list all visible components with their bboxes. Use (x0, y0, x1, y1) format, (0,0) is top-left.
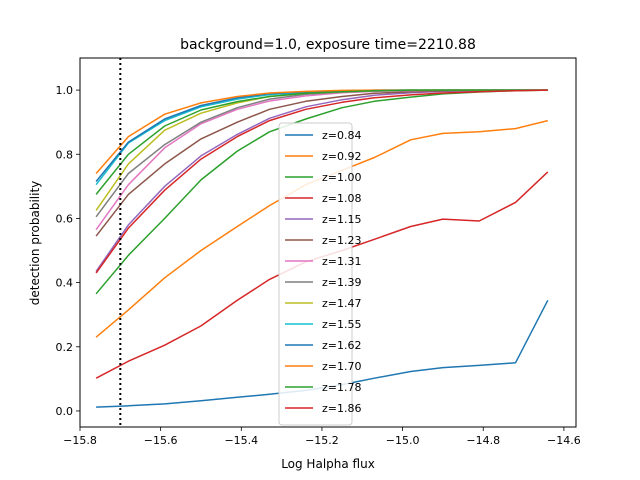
legend-box (278, 122, 353, 426)
legend-label: z=1.78 (322, 381, 361, 394)
x-tick-label: −15.0 (386, 434, 420, 447)
y-tick-label: 0.8 (56, 148, 74, 161)
legend: z=0.84 z=0.92 z=1.00 z=1.08 z=1.15 z=1.23 z=1.… (278, 122, 361, 426)
y-tick-label: 0.4 (56, 277, 74, 290)
legend-label: z=0.84 (322, 129, 361, 142)
y-axis: 0.0 0.2 0.4 0.6 0.8 1.0 (56, 84, 80, 418)
y-tick-label: 0.0 (56, 405, 74, 418)
legend-label: z=1.86 (322, 402, 361, 415)
legend-label: z=1.15 (322, 213, 361, 226)
legend-label: z=1.39 (322, 276, 361, 289)
legend-label: z=0.92 (322, 150, 361, 163)
legend-label: z=1.31 (322, 255, 361, 268)
x-tick-label: −15.6 (144, 434, 178, 447)
legend-label: z=1.08 (322, 192, 361, 205)
series-lines (95, 89, 549, 408)
series-line-12 (95, 89, 548, 195)
x-axis: −15.8 −15.6 −15.4 −15.2 −15.0 −14.8 −14.6 (63, 427, 581, 447)
x-tick-label: −15.2 (305, 434, 339, 447)
series-line-13 (95, 89, 548, 274)
legend-label: z=1.00 (322, 171, 361, 184)
y-tick-label: 0.2 (56, 341, 74, 354)
y-axis-label: detection probability (28, 181, 42, 306)
chart-title: background=1.0, exposure time=2210.88 (180, 37, 476, 53)
legend-entries: z=0.84 z=0.92 z=1.00 z=1.08 z=1.15 z=1.23 z=1.… (285, 129, 361, 415)
legend-label: z=1.70 (322, 360, 361, 373)
axes-frame (79, 57, 577, 428)
x-tick-label: −15.8 (63, 434, 97, 447)
legend-label: z=1.47 (322, 297, 361, 310)
x-tick-label: −14.8 (466, 434, 500, 447)
legend-label: z=1.23 (322, 234, 361, 247)
x-tick-label: −14.6 (547, 434, 581, 447)
plot-area (79, 57, 577, 428)
y-tick-label: 1.0 (56, 84, 74, 97)
legend-label: z=1.62 (322, 339, 361, 352)
legend-label: z=1.55 (322, 318, 361, 331)
x-tick-label: −15.4 (224, 434, 258, 447)
y-tick-label: 0.6 (56, 212, 74, 225)
x-axis-label: Log Halpha flux (281, 457, 375, 471)
